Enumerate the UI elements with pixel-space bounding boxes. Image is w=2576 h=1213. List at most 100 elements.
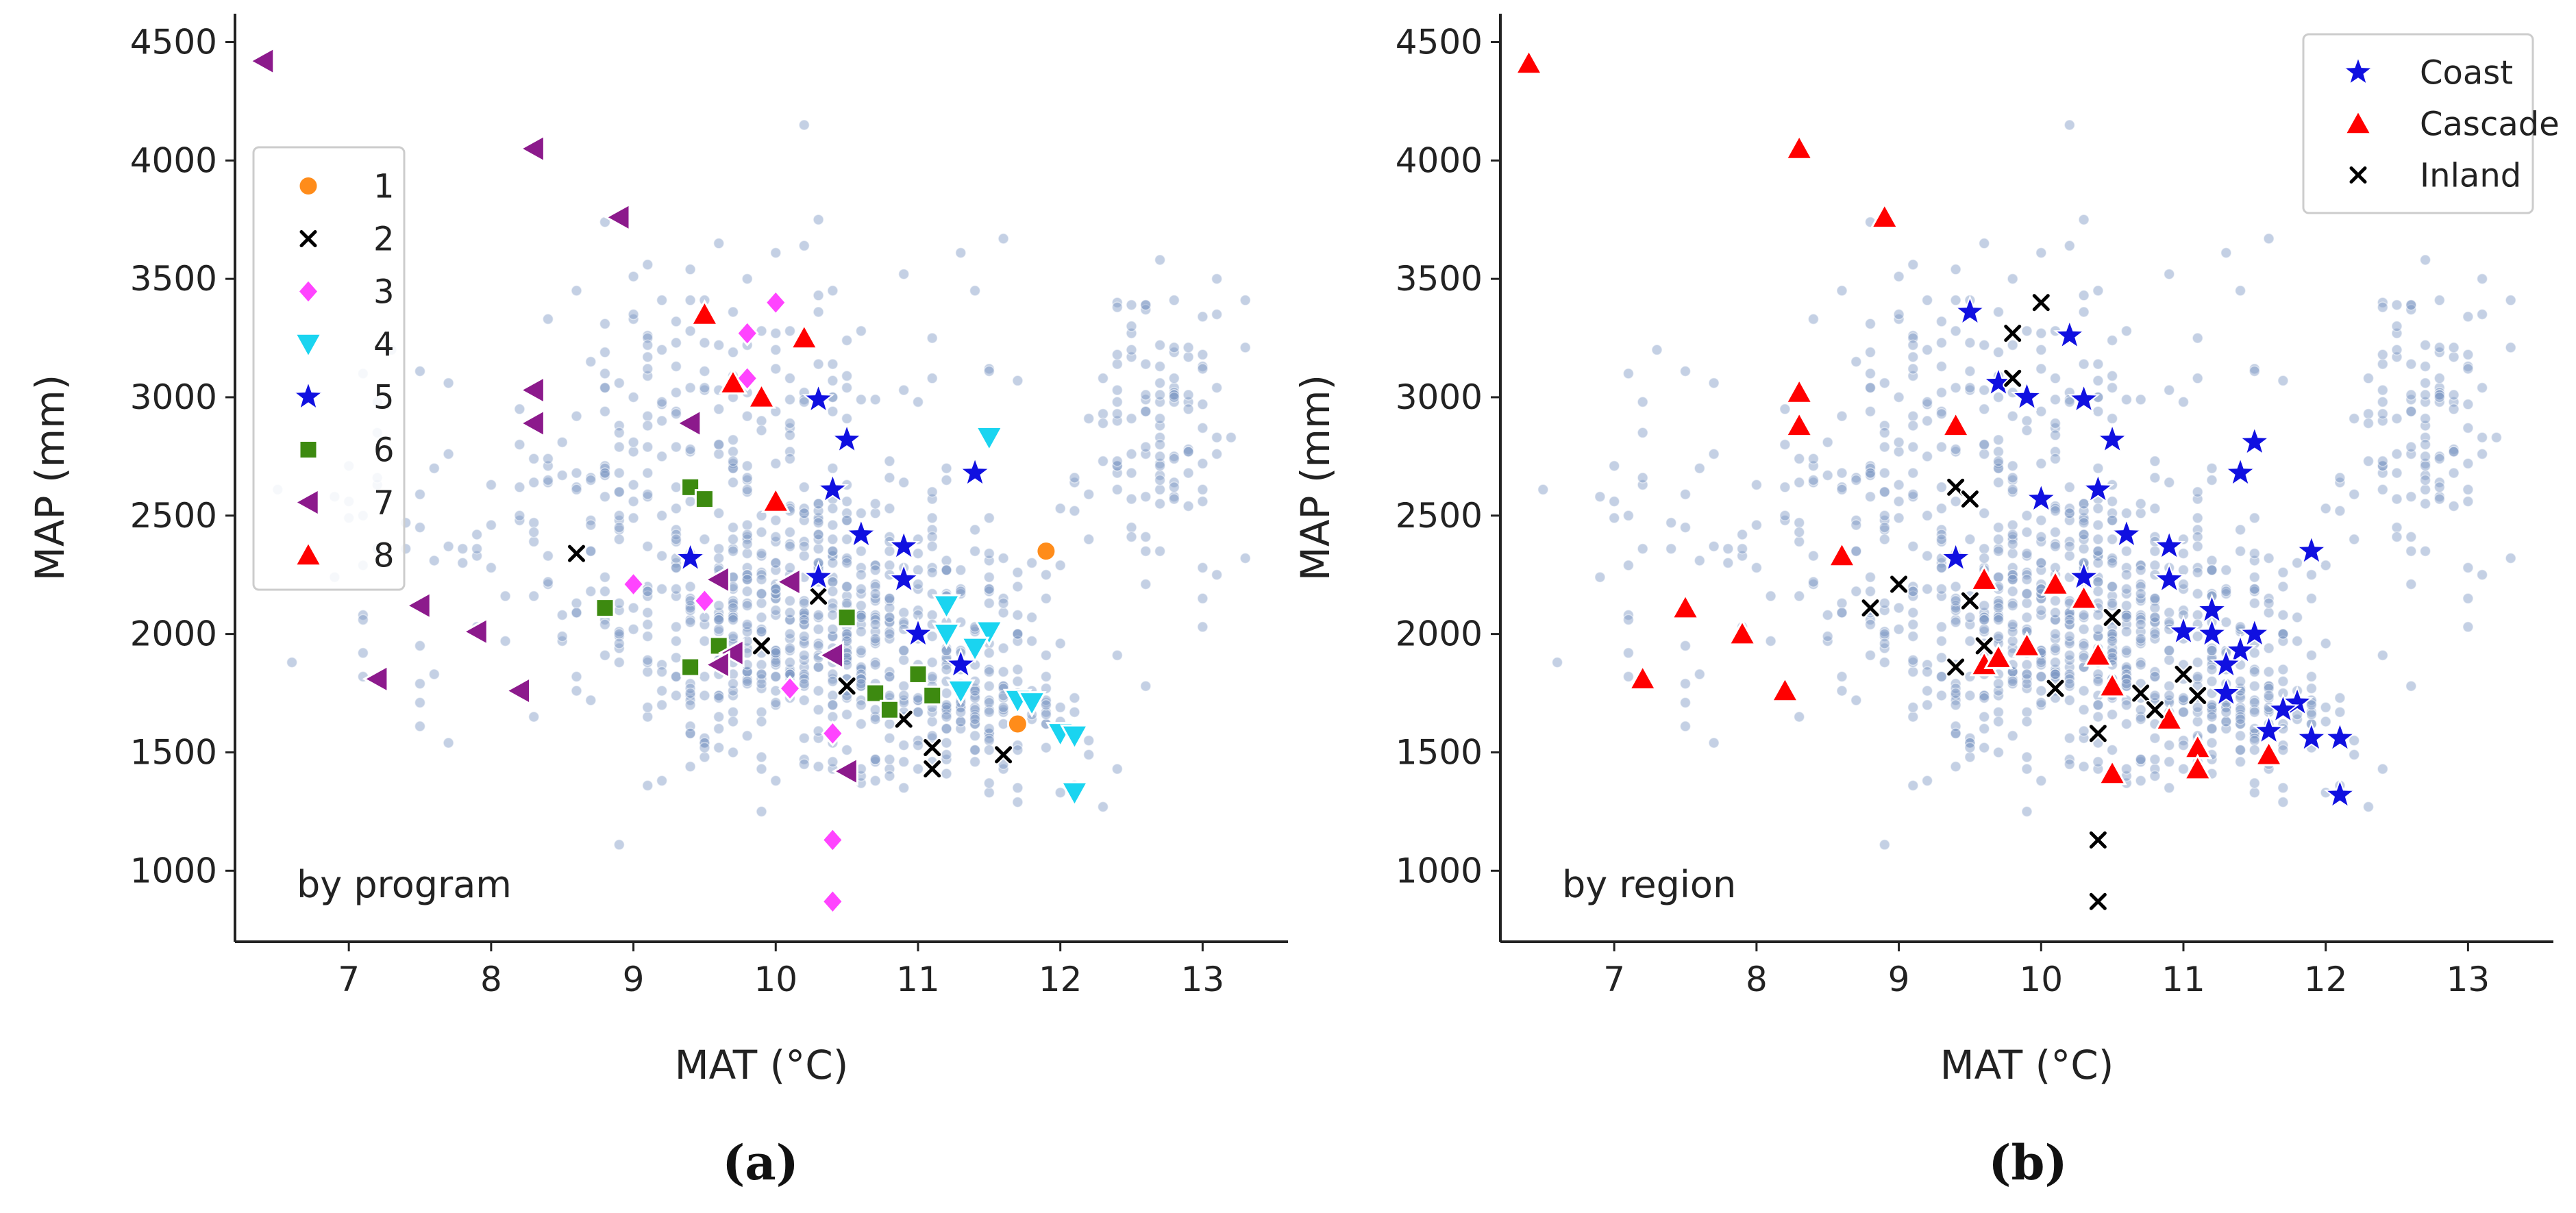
background-point: [855, 599, 867, 612]
background-point: [741, 573, 753, 586]
background-point: [699, 337, 710, 349]
background-point: [2135, 633, 2146, 645]
background-point: [841, 708, 853, 721]
data-point: [1969, 564, 1999, 591]
background-point: [2433, 373, 2446, 384]
background-point: [2064, 614, 2076, 626]
background-point: [784, 526, 796, 538]
background-point: [841, 744, 853, 756]
x-tick-label: 13: [1181, 960, 1225, 999]
background-point: [2362, 801, 2375, 813]
background-point: [1964, 365, 1976, 377]
background-point: [571, 285, 582, 297]
x-tick-label: 8: [480, 960, 502, 999]
background-point: [1907, 363, 1919, 375]
background-point: [571, 597, 582, 609]
background-point: [1182, 467, 1194, 479]
background-point: [770, 557, 782, 569]
y-axis-label: MAP (mm): [1292, 375, 1339, 581]
background-point: [955, 247, 967, 259]
data-point: [2238, 616, 2271, 648]
background-point: [827, 699, 839, 711]
background-point: [670, 503, 682, 514]
background-point: [2092, 545, 2104, 557]
background-point: [2505, 295, 2516, 306]
background-point: [1950, 699, 1961, 711]
background-point: [2462, 458, 2474, 470]
background-point: [727, 614, 739, 626]
background-point: [1040, 682, 1052, 695]
background-point: [599, 586, 611, 597]
background-point: [2249, 512, 2261, 524]
background-point: [1850, 519, 1862, 531]
data-point: [2040, 568, 2070, 596]
data-point: [821, 720, 845, 747]
background-point: [1879, 597, 1891, 609]
background-point: [969, 713, 981, 725]
background-point: [2391, 531, 2403, 543]
background-point: [1935, 690, 1948, 701]
background-point: [2476, 432, 2488, 443]
background-point: [599, 368, 611, 379]
background-point: [642, 351, 654, 363]
background-point: [1836, 597, 1848, 609]
background-point: [983, 365, 995, 377]
background-point: [756, 425, 767, 436]
background-point: [2049, 595, 2061, 607]
background-point: [1182, 389, 1194, 401]
background-point: [926, 656, 938, 668]
background-point: [642, 711, 654, 723]
background-point: [2021, 573, 2033, 586]
data-point: [673, 541, 707, 573]
background-point: [2249, 365, 2261, 377]
background-point: [1708, 448, 1720, 460]
background-point: [1978, 448, 1990, 460]
background-point: [2021, 325, 2033, 337]
background-point: [2334, 692, 2346, 704]
background-point: [485, 519, 497, 531]
background-point: [2277, 609, 2289, 621]
background-point: [2106, 744, 2118, 756]
background-point: [2007, 618, 2018, 631]
data-point: [931, 594, 962, 621]
background-point: [897, 756, 910, 768]
background-point: [1992, 455, 2005, 467]
background-point: [969, 285, 981, 297]
background-point: [2049, 642, 2061, 654]
x-tick-label: 9: [623, 960, 645, 999]
background-point: [1154, 545, 1166, 557]
background-point: [1836, 467, 1848, 479]
background-point: [2462, 422, 2474, 434]
background-point: [2249, 706, 2261, 718]
background-point: [2391, 321, 2403, 332]
background-point: [741, 599, 753, 612]
background-point: [983, 666, 995, 678]
data-point: [2067, 382, 2101, 414]
background-point: [1864, 347, 1877, 358]
background-point: [1879, 521, 1891, 534]
data-point: [2173, 664, 2194, 684]
background-point: [2263, 233, 2275, 245]
background-point: [2177, 706, 2190, 718]
background-point: [770, 514, 782, 526]
background-point: [1211, 568, 1223, 581]
background-point: [713, 692, 725, 704]
data-point: [1784, 133, 1814, 160]
background-point: [443, 737, 454, 749]
background-point: [1054, 701, 1066, 714]
background-point: [926, 730, 938, 742]
background-point: [2149, 753, 2161, 766]
background-point: [1907, 420, 1919, 432]
background-point: [684, 581, 696, 592]
background-point: [941, 737, 952, 749]
background-point: [784, 325, 796, 337]
background-point: [1964, 337, 1976, 349]
background-point: [684, 382, 696, 394]
background-point: [2092, 405, 2104, 417]
legend-label: Coast: [2420, 54, 2513, 92]
data-point: [694, 489, 715, 510]
data-point: [2003, 323, 2023, 344]
background-point: [1935, 360, 1948, 373]
data-point: [2323, 777, 2357, 809]
background-point: [2249, 547, 2261, 560]
